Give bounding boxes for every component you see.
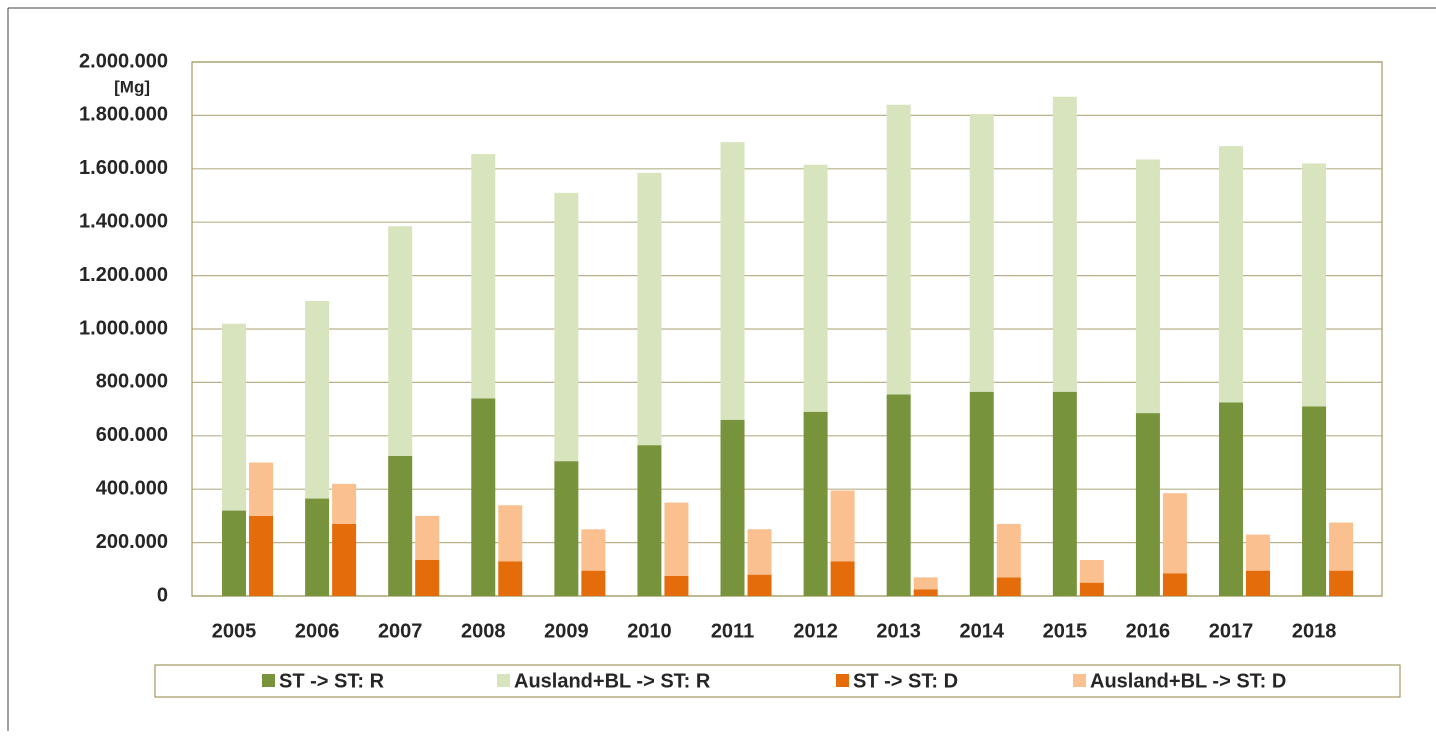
bar-segment xyxy=(637,445,662,596)
x-tick-label: 2017 xyxy=(1209,620,1254,642)
legend-swatch xyxy=(1073,674,1086,687)
x-tick-label: 2011 xyxy=(711,620,754,642)
x-tick-label: 2014 xyxy=(960,620,1005,642)
bar-segment xyxy=(1162,573,1187,596)
bar-segment xyxy=(222,510,247,596)
legend-label: ST -> ST: R xyxy=(279,670,385,692)
bar-segment xyxy=(388,455,413,596)
bar-segment xyxy=(886,104,911,395)
x-tick-label: 2013 xyxy=(876,620,921,642)
bar-segment xyxy=(747,529,772,575)
bar-segment xyxy=(554,192,579,462)
bar-segment xyxy=(664,502,689,576)
bar-segment xyxy=(913,589,938,596)
bar-segment xyxy=(249,462,274,516)
legend-label: Ausland+BL -> ST: R xyxy=(514,670,711,692)
bar-segment xyxy=(222,323,247,511)
bar-segment xyxy=(332,483,357,524)
bar-segment xyxy=(1135,159,1160,414)
legend-swatch xyxy=(836,674,849,687)
x-tick-label: 2015 xyxy=(1043,620,1088,642)
bar-segment xyxy=(720,142,745,420)
x-tick-label: 2010 xyxy=(627,620,672,642)
bar-segment xyxy=(996,523,1021,578)
bar-segment xyxy=(803,411,828,596)
bar-segment xyxy=(1079,559,1104,583)
bar-segment xyxy=(1302,163,1327,407)
x-tick-label: 2007 xyxy=(378,620,423,642)
legend-swatch xyxy=(497,674,510,687)
bar-segment xyxy=(581,570,606,596)
bar-segment xyxy=(969,114,994,392)
x-tick-label: 2005 xyxy=(212,620,257,642)
y-tick-label: 600.000 xyxy=(96,424,168,446)
bar-segment xyxy=(498,505,523,562)
bar-segment xyxy=(913,577,938,590)
y-tick-label: 1.200.000 xyxy=(79,264,168,286)
bar-segment xyxy=(830,561,855,596)
bar-segment xyxy=(1079,582,1104,596)
bar-segment xyxy=(1246,534,1270,571)
bar-segment xyxy=(415,559,440,596)
x-tick-label: 2018 xyxy=(1292,620,1337,642)
y-tick-label: 1.000.000 xyxy=(79,317,168,339)
bar-segment xyxy=(886,394,911,596)
bar-segment xyxy=(1329,570,1354,596)
bar-segment xyxy=(996,577,1021,596)
x-tick-label: 2016 xyxy=(1126,620,1171,642)
bar-segment xyxy=(249,515,274,596)
y-tick-label: 200.000 xyxy=(96,531,168,553)
bar-segment xyxy=(388,226,413,456)
bar-segment xyxy=(747,574,772,596)
bar-segment xyxy=(1135,413,1160,596)
x-tick-label: 2009 xyxy=(544,620,589,642)
bar-segment xyxy=(1246,570,1270,596)
unit-label: [Mg] xyxy=(114,77,150,96)
x-tick-label: 2008 xyxy=(461,620,506,642)
y-tick-label: 1.600.000 xyxy=(79,157,168,179)
y-tick-label: 400.000 xyxy=(96,477,168,499)
y-tick-label: 2.000.000 xyxy=(79,50,168,72)
bar-segment xyxy=(637,172,662,446)
bar-segment xyxy=(1162,493,1187,574)
x-tick-label: 2006 xyxy=(295,620,340,642)
plot-border xyxy=(191,61,1383,597)
bar-segment xyxy=(969,391,994,596)
y-tick-label: 1.400.000 xyxy=(79,210,168,232)
bar-segment xyxy=(471,154,496,399)
bar-segment xyxy=(498,561,523,596)
bar-segment xyxy=(1329,522,1354,571)
bar-segment xyxy=(305,300,330,499)
y-tick-label: 0 xyxy=(157,584,168,606)
bar-segment xyxy=(554,461,579,596)
x-tick-label: 2012 xyxy=(793,620,838,642)
legend-box xyxy=(154,664,1401,698)
y-tick-label: 1.800.000 xyxy=(79,104,168,126)
legend-label: Ausland+BL -> ST: D xyxy=(1090,670,1286,692)
bar-segment xyxy=(415,515,440,560)
bar-segment xyxy=(581,529,606,571)
bar-segment xyxy=(664,575,689,596)
bar-segment xyxy=(830,490,855,562)
bar-segment xyxy=(471,398,496,596)
bar-segment xyxy=(720,419,745,596)
bar-segment xyxy=(1052,391,1077,596)
bar-segment xyxy=(305,498,330,596)
bar-segment xyxy=(1052,96,1077,392)
legend-swatch xyxy=(262,674,275,687)
bar-segment xyxy=(1302,406,1327,596)
bar-segment xyxy=(803,164,828,412)
bar-segment xyxy=(1219,146,1243,403)
y-tick-label: 800.000 xyxy=(96,371,168,393)
legend-label: ST -> ST: D xyxy=(853,670,958,692)
bar-segment xyxy=(332,523,357,596)
bar-segment xyxy=(1219,402,1243,596)
